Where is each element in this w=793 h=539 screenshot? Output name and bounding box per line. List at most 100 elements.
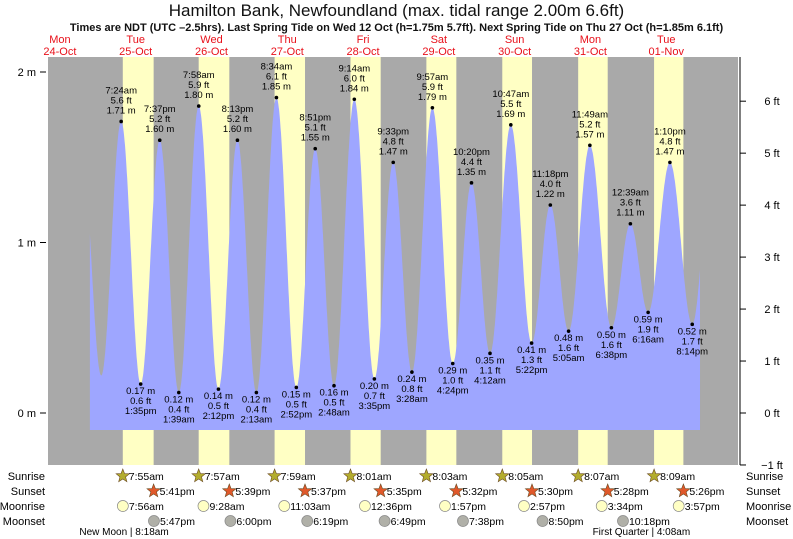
sunrise-time: 7:55am bbox=[129, 471, 164, 483]
sunrise-icon bbox=[267, 468, 283, 483]
left-tick-label: 2 m bbox=[18, 67, 36, 79]
tide-label: 8:51pm bbox=[299, 113, 331, 124]
chart-title: Hamilton Bank, Newfoundland (max. tidal … bbox=[168, 1, 625, 20]
sunset-icon bbox=[297, 483, 313, 498]
sunrise-icon bbox=[191, 468, 207, 483]
day-name-label: Mon bbox=[580, 34, 601, 46]
tide-label: 0.5 ft bbox=[208, 401, 229, 412]
sunset-icon bbox=[600, 483, 616, 498]
tide-label: 0.5 ft bbox=[286, 399, 307, 410]
day-name-label: Sun bbox=[505, 34, 525, 46]
moonset-icon bbox=[457, 515, 469, 527]
sunrise-time: 7:59am bbox=[281, 471, 316, 483]
moonrise-icon bbox=[197, 500, 210, 512]
sunset-icon bbox=[373, 483, 389, 498]
tide-label: 11:18pm bbox=[532, 169, 568, 180]
day-date-label: 25-Oct bbox=[119, 46, 152, 58]
tide-area bbox=[89, 97, 701, 431]
tide-label: 0.24 m bbox=[397, 374, 426, 385]
sunset-icon bbox=[675, 483, 691, 498]
tide-label: 0.48 m bbox=[554, 333, 583, 344]
tide-label: 1.84 m bbox=[340, 83, 369, 94]
tide-label: 8:13pm bbox=[222, 104, 254, 115]
tide-label: 4:24pm bbox=[437, 386, 469, 397]
sunrise-icon bbox=[494, 468, 510, 483]
sunrise-icon bbox=[115, 468, 131, 483]
moonset-time: 6:19pm bbox=[313, 516, 348, 528]
tide-label: 1:10pm bbox=[654, 126, 686, 137]
tide-point-low bbox=[332, 383, 336, 388]
tide-label: 5.5 ft bbox=[500, 99, 521, 110]
moonrise-icon bbox=[116, 500, 129, 512]
tide-label: 4.4 ft bbox=[461, 157, 482, 168]
sunset-icon bbox=[146, 483, 162, 498]
tide-label: 0.6 ft bbox=[130, 396, 151, 407]
tide-label: 1.22 m bbox=[536, 189, 565, 200]
moonset-time: 7:38pm bbox=[469, 516, 504, 528]
tide-label: 5.9 ft bbox=[188, 80, 209, 91]
tide-point-low bbox=[646, 310, 650, 315]
tide-point-high bbox=[628, 221, 633, 226]
tide-point-high bbox=[548, 203, 553, 207]
tide-point-high bbox=[274, 95, 279, 100]
tide-label: 0.52 m bbox=[678, 326, 707, 337]
tide-label: 8:14pm bbox=[676, 346, 708, 357]
tide-label: 1.3 ft bbox=[521, 355, 542, 366]
tide-label: 1.79 m bbox=[418, 92, 447, 103]
tide-label: 4:12am bbox=[474, 375, 506, 386]
tide-point-low bbox=[690, 322, 695, 327]
sunset-time: 5:26pm bbox=[689, 486, 724, 498]
tide-point-low bbox=[450, 361, 455, 366]
sunrise-icon bbox=[342, 468, 358, 483]
tide-label: 2:52pm bbox=[280, 409, 312, 420]
sunrise-time: 8:07am bbox=[584, 471, 619, 483]
sunset-time: 5:37pm bbox=[311, 486, 346, 498]
tide-label: 5.2 ft bbox=[149, 114, 170, 125]
moonrise-time: 11:03am bbox=[290, 501, 330, 513]
tide-label: 1.60 m bbox=[145, 124, 174, 135]
moonset-time: 6:49pm bbox=[391, 516, 426, 528]
sunset-time: 5:35pm bbox=[387, 486, 422, 498]
right-tick-label: 4 ft bbox=[764, 200, 779, 212]
tide-label: 7:58am bbox=[183, 70, 215, 81]
tide-label: 4.0 ft bbox=[540, 179, 561, 190]
tide-label: 10:20pm bbox=[453, 147, 490, 158]
moonset-icon bbox=[224, 515, 237, 527]
tide-point-low bbox=[529, 341, 534, 345]
sunrise-time: 8:01am bbox=[356, 471, 391, 483]
moonrise-time: 9:28am bbox=[209, 501, 244, 513]
tide-label: 3.6 ft bbox=[620, 198, 641, 209]
tide-label: 12:39am bbox=[612, 188, 649, 199]
tide-point-high bbox=[588, 143, 592, 148]
tide-label: 6:16am bbox=[632, 334, 664, 345]
moonset-time: 10:18pm bbox=[629, 516, 670, 528]
moonrise-row-label: Moonrise bbox=[0, 501, 45, 513]
tide-point-low bbox=[176, 390, 181, 395]
tide-label: 1.85 m bbox=[262, 82, 291, 93]
tide-point-low bbox=[216, 387, 221, 391]
day-date-label: 30-Oct bbox=[498, 46, 531, 58]
tide-label: 5.9 ft bbox=[422, 82, 443, 93]
tide-label: 0.50 m bbox=[597, 330, 626, 341]
left-tick-label: 1 m bbox=[18, 238, 36, 250]
tide-point-low bbox=[566, 329, 571, 333]
tide-point-high bbox=[313, 146, 318, 151]
tide-label: 0.41 m bbox=[517, 345, 546, 356]
tide-label: 0.7 ft bbox=[364, 391, 385, 402]
day-name-label: Tue bbox=[657, 34, 676, 46]
sunrise-time: 7:57am bbox=[205, 471, 240, 483]
moonrise-time: 12:36pm bbox=[371, 501, 412, 513]
tide-point-high bbox=[235, 138, 240, 142]
tide-label: 1.47 m bbox=[655, 146, 684, 157]
tide-label: 5.6 ft bbox=[111, 95, 132, 106]
sunrise-icon bbox=[570, 468, 586, 483]
tide-label: 1.69 m bbox=[496, 109, 525, 120]
tide-label: 0.4 ft bbox=[246, 405, 267, 416]
tide-label: 7:37pm bbox=[144, 104, 176, 115]
tide-label: 0.16 m bbox=[319, 388, 348, 399]
tide-point-low bbox=[254, 390, 259, 395]
moonrise-time: 7:56am bbox=[129, 501, 164, 513]
tide-point-high bbox=[509, 123, 513, 127]
tide-label: 5:05am bbox=[553, 353, 585, 364]
chart-subtitle: Times are NDT (UTC –2.5hrs). Last Spring… bbox=[69, 22, 724, 34]
